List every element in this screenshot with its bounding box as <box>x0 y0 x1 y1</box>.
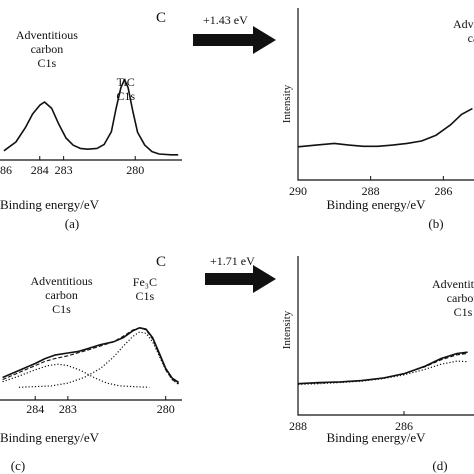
plot-layer: 284 283 28086AdventitiouscarbonC1sTiCC1s29… <box>0 17 474 433</box>
peak-annotation: carbon <box>468 31 474 45</box>
panel-tag-bottom: C <box>156 254 166 270</box>
series-line-3-dotted <box>18 331 180 388</box>
x-tick-label-partial: 86 <box>0 163 12 177</box>
shift-label-top: +1.43 eV <box>203 13 248 27</box>
axis-b <box>297 8 474 181</box>
x-tick-label: 286 <box>395 419 413 433</box>
xlabel-c: Binding energy/eV <box>0 430 100 445</box>
x-tick-label: 290 <box>289 184 307 198</box>
shift-label-bottom: +1.71 eV <box>210 254 255 268</box>
peak-annotation: carbon <box>45 288 78 302</box>
peak-annotation: C1s <box>116 89 135 103</box>
panel-label-c: (c) <box>11 458 25 473</box>
series-line-4-solid <box>297 351 468 385</box>
x-tick-label: 288 <box>289 419 307 433</box>
ylabel-d: Intensity <box>281 310 293 349</box>
x-tick-label: 288 <box>362 184 380 198</box>
peak-annotation: Adventitious <box>432 277 474 291</box>
peak-annotation: C1s <box>38 56 57 70</box>
peak-annotation: TiC <box>117 75 135 89</box>
series-line-4-dotted <box>297 360 468 385</box>
xlabel-b: Binding energy/eV <box>326 197 426 212</box>
shift-arrow-top <box>193 26 276 54</box>
peak-annotation: carbon <box>31 42 64 56</box>
x-tick-label: 280 <box>157 402 175 416</box>
series-line-2-solid <box>297 107 473 148</box>
panel-label-a: (a) <box>65 216 79 231</box>
panel-label-d: (d) <box>432 458 447 473</box>
peak-annotation: C1s <box>136 289 155 303</box>
ylabel-b: Intensity <box>281 84 293 123</box>
peak-annotation: Fe₃C <box>133 275 157 289</box>
x-tick-label: 284 <box>31 163 49 177</box>
peak-annotation: C1s <box>454 305 473 319</box>
x-tick-label: 283 <box>59 402 77 416</box>
x-tick-label: 286 <box>434 184 452 198</box>
peak-annotation: carbon <box>447 291 474 305</box>
panel-label-b: (b) <box>428 216 443 231</box>
shift-arrow-bottom <box>205 265 276 293</box>
x-tick-label: 284 <box>26 402 44 416</box>
panel-tag-top: C <box>156 10 166 26</box>
xlabel-d: Binding energy/eV <box>326 430 426 445</box>
peak-annotation: Adventitious <box>453 17 474 31</box>
x-tick-label: 280 <box>126 163 144 177</box>
series-line-1-solid <box>3 78 179 156</box>
peak-annotation: C1s <box>52 302 71 316</box>
series-line-4-dashed <box>297 352 468 385</box>
peak-annotation: Adventitious <box>16 28 78 42</box>
peak-annotation: Adventitious <box>31 274 93 288</box>
x-tick-label: 283 <box>55 163 73 177</box>
xlabel-a: Binding energy/eV <box>0 197 100 212</box>
